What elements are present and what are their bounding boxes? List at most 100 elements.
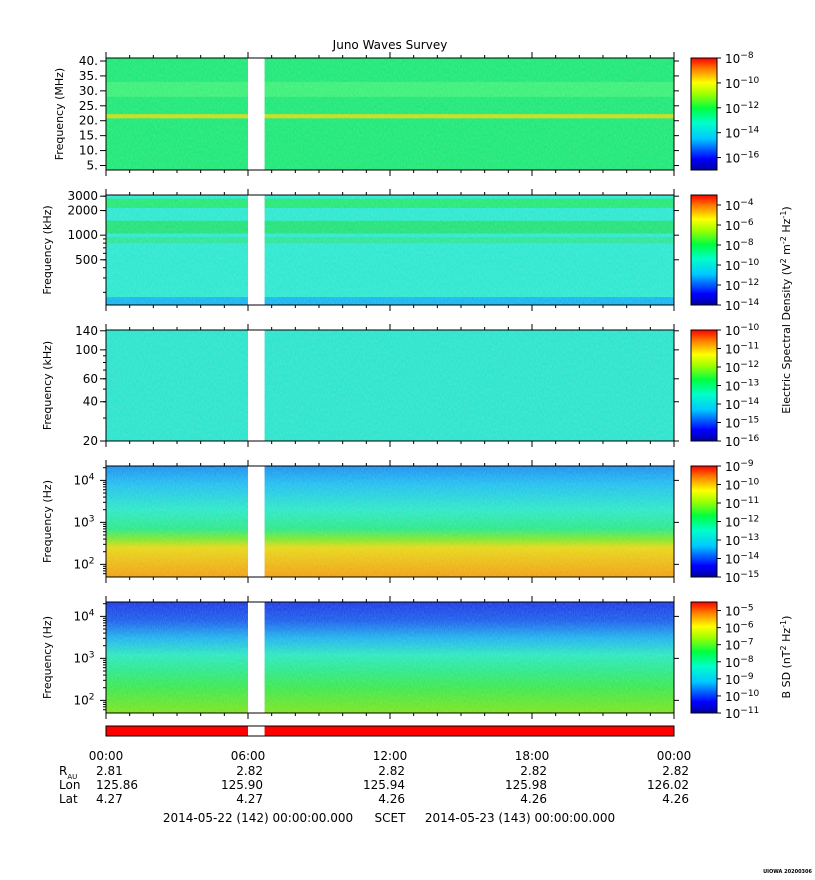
colorbar-tick-label: 10−10: [725, 76, 760, 91]
colorbar-tick-label: 10−9: [725, 459, 754, 474]
x-tick-label: 00:00: [89, 749, 124, 763]
processing-stamp: UIOWA 20200306: [763, 869, 812, 875]
y-tick-label: 104: [73, 472, 94, 487]
status-bar: [105, 725, 675, 737]
colorbar-gradient: [690, 329, 718, 442]
y-tick-label: 35.: [79, 69, 98, 83]
colorbar-tick-label: 10−15: [725, 416, 759, 431]
y-tick-label: 100: [75, 343, 98, 357]
colorbar-tick-label: 10−10: [725, 689, 760, 704]
y-tick-label: 25.: [79, 99, 98, 113]
spectrogram-texture: [106, 195, 674, 305]
colorbar-4: 10−9 10−10 10−11 10−12 10−13 10−14 10−15: [690, 459, 760, 585]
colorbar-tick-label: 10−16: [725, 434, 760, 449]
colorbar-tick-label: 10−14: [725, 552, 760, 567]
time-axis: 00:00 06:00 12:00 18:00 00:00: [89, 749, 692, 763]
colorbar-1: 10−8 10−10 10−12 10−14 10−16: [690, 51, 760, 171]
colorbar-tick-label: 10−12: [725, 101, 759, 116]
ephemeris-value: 125.90: [221, 778, 263, 792]
colorbars: 10−8 10−10 10−12 10−14 10−16 10−4 10−6 10−8 10−1…: [690, 51, 793, 721]
ephemeris-value: 2.81: [96, 764, 123, 778]
data-gap: [248, 194, 265, 306]
status-bar-frame: [105, 725, 675, 737]
ephemeris-value: 125.94: [363, 778, 405, 792]
colorbar-tick-label: 10−8: [725, 655, 754, 670]
colorbar-tick-label: 10−10: [725, 478, 760, 493]
y-tick-label: 5.: [87, 159, 98, 173]
colorbar-tick-label: 10−12: [725, 360, 759, 375]
ephemeris-value: 4.26: [520, 792, 547, 806]
ephemeris-row-label: Lon: [59, 778, 80, 792]
colorbar-tick-label: 10−6: [725, 218, 754, 233]
ephemeris-value: 2.82: [378, 764, 405, 778]
y-tick-label: 3000: [67, 189, 98, 203]
colorbar-tick-label: 10−12: [725, 515, 759, 530]
ephemeris-table: RAU 2.81 2.82 2.82 2.82 2.82 Lon 125.86 125.90 12…: [59, 764, 689, 806]
y-axis-label: Frequency (kHz): [41, 341, 54, 430]
ephemeris-value: 2.82: [236, 764, 263, 778]
y-tick-label: 60: [83, 372, 98, 386]
time-span-start: 2014-05-22 (142) 00:00:00.000: [163, 811, 353, 825]
data-gap: [248, 329, 265, 442]
time-span-scet: SCET: [375, 811, 407, 825]
panel-3: 20 40 60 100 140 Frequency (kHz): [41, 324, 679, 448]
colorbar-tick-label: 10−6: [725, 621, 754, 636]
ephemeris-row-label: Lat: [59, 792, 78, 806]
colorbar-tick-label: 10−13: [725, 533, 759, 548]
x-tick-label: 12:00: [373, 749, 408, 763]
spectrogram-texture: [106, 330, 674, 441]
y-tick-label: 20: [83, 434, 98, 448]
data-gap: [248, 57, 265, 171]
spectrogram-texture: [106, 58, 674, 170]
panel-1: 5.10.15.20.25.30.35.40. Frequency (MHz): [53, 52, 679, 176]
y-tick-label: 20.: [79, 114, 98, 128]
colorbar-tick-label: 10−14: [725, 397, 760, 412]
colorbar-gradient: [690, 465, 718, 578]
ephemeris-value: 4.26: [662, 792, 689, 806]
x-tick-label: 00:00: [657, 749, 692, 763]
data-gap: [248, 465, 265, 578]
y-tick-label: 500: [75, 253, 98, 267]
colorbar-gradient: [690, 601, 718, 714]
colorbar-tick-label: 10−4: [725, 198, 754, 213]
x-tick-label: 18:00: [515, 749, 550, 763]
colorbar-tick-label: 10−10: [725, 323, 760, 338]
y-tick-label: 40: [83, 395, 98, 409]
ephemeris-value: 4.27: [96, 792, 123, 806]
spectrogram-texture: [106, 466, 674, 577]
status-bar-gap: [248, 726, 265, 736]
y-tick-label: 15.: [79, 129, 98, 143]
y-tick-label: 102: [73, 556, 94, 571]
y-tick-label: 10.: [79, 144, 98, 158]
y-tick-label: 104: [73, 608, 94, 623]
y-tick-label: 103: [73, 650, 94, 665]
colorbar-tick-label: 10−15: [725, 570, 759, 585]
colorbar-tick-label: 10−11: [725, 496, 759, 511]
colorbar-tick-label: 10−11: [725, 706, 759, 721]
colorbar-tick-label: 10−8: [725, 51, 754, 66]
ephemeris-value: 2.82: [662, 764, 689, 778]
y-tick-label: 103: [73, 514, 94, 529]
colorbar-gradient: [690, 57, 718, 171]
y-axis-label: Frequency (Hz): [41, 480, 54, 563]
colorbar-tick-label: 10−12: [725, 278, 759, 293]
y-tick-label: 30.: [79, 84, 98, 98]
colorbar-2: 10−4 10−6 10−8 10−10 10−12 10−14: [690, 194, 760, 313]
colorbar-3: 10−10 10−11 10−12 10−13 10−14 10−15 10−16: [690, 323, 760, 449]
colorbar-tick-label: 10−14: [725, 126, 760, 141]
ephemeris-value: 4.26: [378, 792, 405, 806]
panel-5: 102 103 104 Frequency (Hz): [41, 596, 679, 719]
colorbar-tick-label: 10−11: [725, 342, 759, 357]
colorbar-tick-label: 10−16: [725, 151, 760, 166]
x-tick-label: 06:00: [231, 749, 266, 763]
bfield-colorbar-label: B SD (nT2 Hz-1): [779, 616, 793, 699]
colorbar-tick-label: 10−10: [725, 258, 760, 273]
ephemeris-value: 2.82: [520, 764, 547, 778]
time-span-end: 2014-05-23 (143) 00:00:00.000: [425, 811, 615, 825]
ephemeris-row-label: RAU: [59, 764, 77, 781]
efield-colorbar-label: Electric Spectral Density (V2 m-2 Hz-1): [779, 206, 793, 413]
spectrogram-texture: [106, 602, 674, 713]
status-bar-fill: [105, 725, 675, 737]
